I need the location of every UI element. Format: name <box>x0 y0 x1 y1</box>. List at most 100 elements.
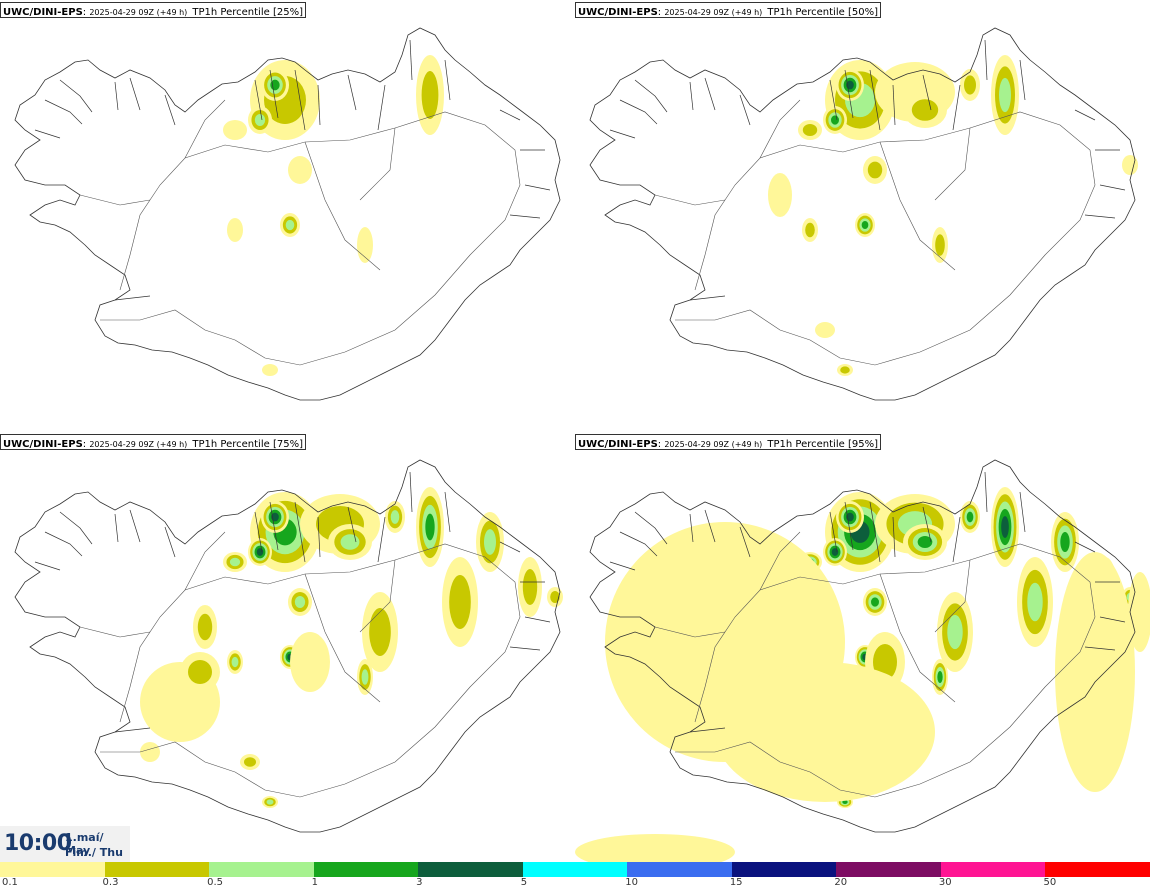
legend-swatch <box>0 862 105 877</box>
fjord-line <box>524 616 551 623</box>
precip-contour <box>964 75 976 95</box>
legend-swatch <box>313 862 419 877</box>
precip-contour <box>815 322 835 338</box>
fjord-line <box>922 74 932 111</box>
legend-tick-label: 1 <box>311 877 318 888</box>
legend-tick-label: 50 <box>1043 877 1057 888</box>
precip-contour <box>390 510 400 524</box>
fjord-line <box>1084 646 1116 651</box>
model-name: UWC/DINI-EPS <box>578 7 658 18</box>
coastline <box>14 459 561 833</box>
precip-contour <box>425 513 435 541</box>
fjord-line <box>1099 184 1126 191</box>
fjord-line <box>254 511 263 553</box>
precip-contour <box>1060 532 1070 552</box>
precip-contour <box>840 366 850 374</box>
fjord-line <box>1074 541 1096 553</box>
color-legend-ticks: 0.1 0.3 0.5 1 3 5 10 15 20 30 50 <box>0 877 1150 891</box>
fjord-line <box>317 84 321 126</box>
precip-contour <box>357 227 373 263</box>
fjord-line <box>634 511 668 545</box>
precip-contour <box>805 222 815 238</box>
model-name: UWC/DINI-EPS <box>3 7 83 18</box>
precip-contour <box>340 534 360 550</box>
fjord-line <box>844 69 854 119</box>
iceland-map <box>14 459 563 833</box>
fjord-line <box>114 295 151 301</box>
road-line <box>654 626 726 638</box>
legend-tick-label: 5 <box>520 877 528 888</box>
legend-swatch <box>940 862 1046 877</box>
road-line <box>100 543 521 798</box>
precip-contour <box>484 529 496 555</box>
precip-contour <box>223 120 247 140</box>
valid-day: Fim./ Thu <box>65 846 123 859</box>
fjord-line <box>739 526 751 558</box>
fjord-line <box>129 77 141 111</box>
legend-tick-label: 0.5 <box>207 877 223 888</box>
road-line <box>654 194 726 206</box>
precip-contour <box>244 757 256 767</box>
precip-contour <box>254 114 266 126</box>
legend-tick-label: 30 <box>938 877 952 888</box>
precip-contour <box>873 644 897 680</box>
model-name: UWC/DINI-EPS <box>578 439 658 450</box>
precip-contour <box>369 608 391 656</box>
coastline <box>589 459 1136 833</box>
fjord-line <box>1084 214 1116 219</box>
precip-contour <box>188 660 212 684</box>
fjord-line <box>619 99 658 125</box>
precip-contour <box>140 742 160 762</box>
road-line <box>304 573 381 703</box>
road-line <box>934 559 971 633</box>
fjord-line <box>952 84 961 131</box>
precip-contour <box>290 632 330 692</box>
fjord-line <box>317 516 321 558</box>
valid-time: 10:00 <box>4 831 72 856</box>
precip-contour <box>1122 155 1138 175</box>
fjord-line <box>409 39 413 81</box>
legend-swatch <box>522 862 628 877</box>
fjord-line <box>294 69 306 131</box>
precip-contour <box>935 234 945 256</box>
precip-contour <box>999 77 1011 113</box>
fjord-line <box>254 79 263 121</box>
fjord-line <box>499 541 521 553</box>
run-time: 2025-04-29 09Z (+49 h) <box>664 8 763 17</box>
map-panel-p50: UWC/DINI-EPS: 2025-04-29 09Z (+49 h) TP1… <box>575 0 1150 432</box>
fjord-line <box>164 526 176 558</box>
precip-contour <box>421 71 439 119</box>
legend-swatch <box>209 862 314 877</box>
panel-title: UWC/DINI-EPS: 2025-04-29 09Z (+49 h) TP1… <box>0 2 306 18</box>
road-line <box>879 141 956 271</box>
precip-contour <box>842 800 848 804</box>
road-line <box>879 573 956 703</box>
precip-contour <box>1128 572 1150 652</box>
precip-contour <box>262 364 278 376</box>
model-name: UWC/DINI-EPS <box>3 439 83 450</box>
precipitation-field <box>140 487 563 808</box>
precip-contour <box>266 799 274 805</box>
panel-title: UWC/DINI-EPS: 2025-04-29 09Z (+49 h) TP1… <box>0 434 306 450</box>
precip-contour <box>831 115 839 125</box>
precip-contour <box>937 671 943 683</box>
precip-contour <box>947 614 963 650</box>
legend-swatch <box>731 862 837 877</box>
map-panel-p25: UWC/DINI-EPS: 2025-04-29 09Z (+49 h) TP1… <box>0 0 575 432</box>
fjord-line <box>269 501 279 551</box>
road-line <box>759 99 801 159</box>
precip-contour <box>285 219 295 231</box>
map-panel-p75: UWC/DINI-EPS: 2025-04-29 09Z (+49 h) TP1… <box>0 432 575 864</box>
variable-name: TP1h Percentile [75%] <box>192 439 303 450</box>
fjord-line <box>44 99 83 125</box>
precip-contour <box>361 669 369 685</box>
fjord-line <box>377 516 386 563</box>
fjord-line <box>829 79 838 121</box>
run-time: 2025-04-29 09Z (+49 h) <box>89 440 188 449</box>
fjord-line <box>59 511 93 545</box>
fjord-line <box>347 74 357 111</box>
road-line <box>934 127 971 201</box>
variable-name: TP1h Percentile [50%] <box>767 7 878 18</box>
precip-contour <box>294 596 306 608</box>
precip-contour <box>288 156 312 184</box>
